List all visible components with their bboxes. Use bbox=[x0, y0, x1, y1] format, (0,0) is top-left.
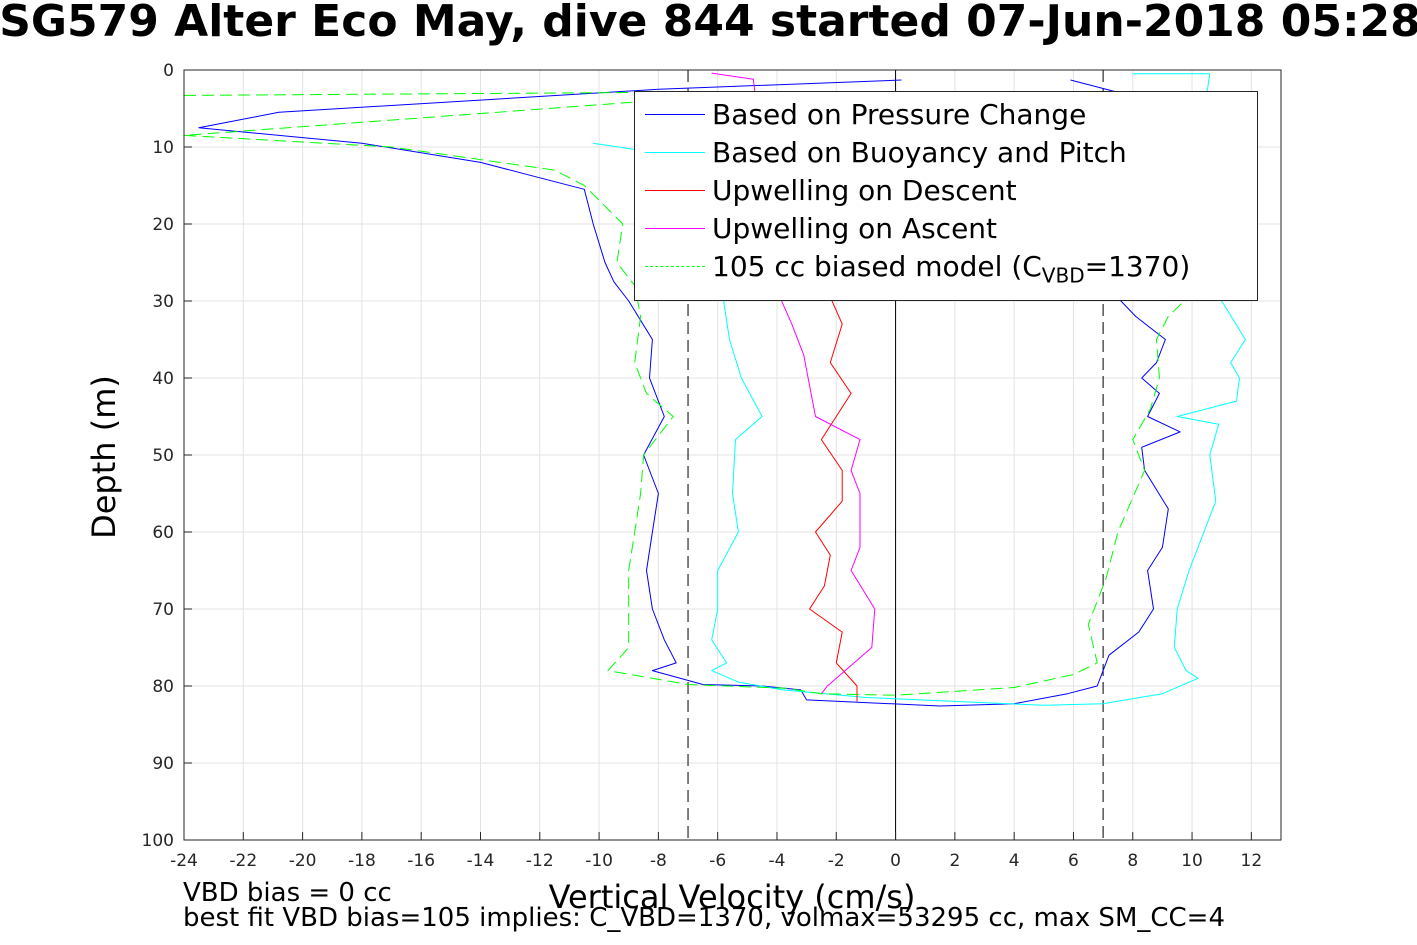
chart-title: SG579 Alter Eco May, dive 844 started 07… bbox=[0, 0, 1417, 47]
y-tick-label: 60 bbox=[152, 523, 174, 543]
legend-label-biased-model: 105 cc biased model (CVBD=1370) bbox=[712, 250, 1190, 288]
series-line-based-on-buoyancy-and-pitch bbox=[593, 73, 1246, 706]
series-line-upwelling-on-descent bbox=[809, 296, 858, 702]
x-tick-label: -20 bbox=[289, 851, 317, 871]
x-tick-label: -14 bbox=[467, 851, 495, 871]
x-tick-label: -24 bbox=[170, 851, 198, 871]
x-tick-label: 2 bbox=[949, 851, 960, 871]
legend-label-biased-model-main: 105 cc biased model (C bbox=[712, 250, 1042, 283]
legend-item-buoyancy-pitch: Based on Buoyancy and Pitch bbox=[635, 134, 1257, 172]
series-line-upwelling-on-ascent bbox=[711, 72, 876, 695]
legend-swatch-upwelling-descent bbox=[645, 190, 705, 191]
y-tick-label: 0 bbox=[163, 61, 174, 81]
series-lines bbox=[183, 72, 1246, 707]
legend-swatch-buoyancy-pitch bbox=[645, 152, 705, 153]
best-fit-note: best fit VBD bias=105 implies: C_VBD=137… bbox=[183, 903, 1226, 933]
series-line-105-cc-biased-model-cvbd-1370 bbox=[183, 91, 1217, 696]
y-axis-label: Depth (m) bbox=[85, 375, 123, 539]
x-tick-label: -4 bbox=[768, 851, 785, 871]
legend-label-pressure-change: Based on Pressure Change bbox=[712, 98, 1087, 131]
x-tick-label: 0 bbox=[890, 851, 901, 871]
legend-label-upwelling-ascent: Upwelling on Ascent bbox=[712, 212, 998, 245]
y-tick-label: 40 bbox=[152, 369, 174, 389]
legend-item-biased-model: 105 cc biased model (CVBD=1370) bbox=[635, 248, 1257, 288]
x-tick-label: 10 bbox=[1181, 851, 1203, 871]
vbd-bias-note: VBD bias = 0 cc bbox=[183, 878, 392, 908]
legend-item-pressure-change: Based on Pressure Change bbox=[635, 96, 1257, 134]
x-tick-label: -22 bbox=[229, 851, 257, 871]
x-tick-label: 4 bbox=[1009, 851, 1020, 871]
x-tick-label: 8 bbox=[1127, 851, 1138, 871]
legend-swatch-upwelling-ascent bbox=[645, 228, 705, 229]
series-line-based-on-pressure-change bbox=[198, 79, 1181, 707]
y-tick-label: 10 bbox=[152, 138, 174, 158]
x-tick-label: -18 bbox=[348, 851, 376, 871]
x-tick-label: 6 bbox=[1068, 851, 1079, 871]
legend-swatch-pressure-change bbox=[645, 114, 705, 115]
legend: Based on Pressure Change Based on Buoyan… bbox=[634, 91, 1258, 301]
y-tick-label: 50 bbox=[152, 446, 174, 466]
x-tick-label: -8 bbox=[650, 851, 667, 871]
legend-label-upwelling-descent: Upwelling on Descent bbox=[712, 174, 1017, 207]
y-tick-label: 100 bbox=[142, 831, 174, 851]
y-tick-label: 30 bbox=[152, 292, 174, 312]
legend-item-upwelling-ascent: Upwelling on Ascent bbox=[635, 210, 1257, 248]
x-tick-label: 12 bbox=[1241, 851, 1263, 871]
y-tick-label: 90 bbox=[152, 754, 174, 774]
x-tick-label: -10 bbox=[585, 851, 613, 871]
x-tick-label: -16 bbox=[407, 851, 435, 871]
axis-ticks: -24 -22 -20 -18 -16 -14 -12 -10 -8 -6 -4 -2 0 2 4 6 8 10 1… bbox=[142, 61, 1263, 871]
y-tick-label: 80 bbox=[152, 677, 174, 697]
legend-label-biased-model-sub: VBD bbox=[1041, 263, 1085, 288]
legend-item-upwelling-descent: Upwelling on Descent bbox=[635, 172, 1257, 210]
x-tick-label: -6 bbox=[709, 851, 726, 871]
x-tick-label: -12 bbox=[526, 851, 554, 871]
legend-swatch-biased-model bbox=[645, 266, 705, 267]
x-axis-label: Vertical Velocity (cm/s) bbox=[548, 878, 916, 916]
legend-label-biased-model-end: =1370) bbox=[1084, 250, 1191, 283]
x-tick-label: -2 bbox=[828, 851, 845, 871]
y-tick-label: 70 bbox=[152, 600, 174, 620]
y-tick-label: 20 bbox=[152, 215, 174, 235]
legend-label-buoyancy-pitch: Based on Buoyancy and Pitch bbox=[712, 136, 1127, 169]
